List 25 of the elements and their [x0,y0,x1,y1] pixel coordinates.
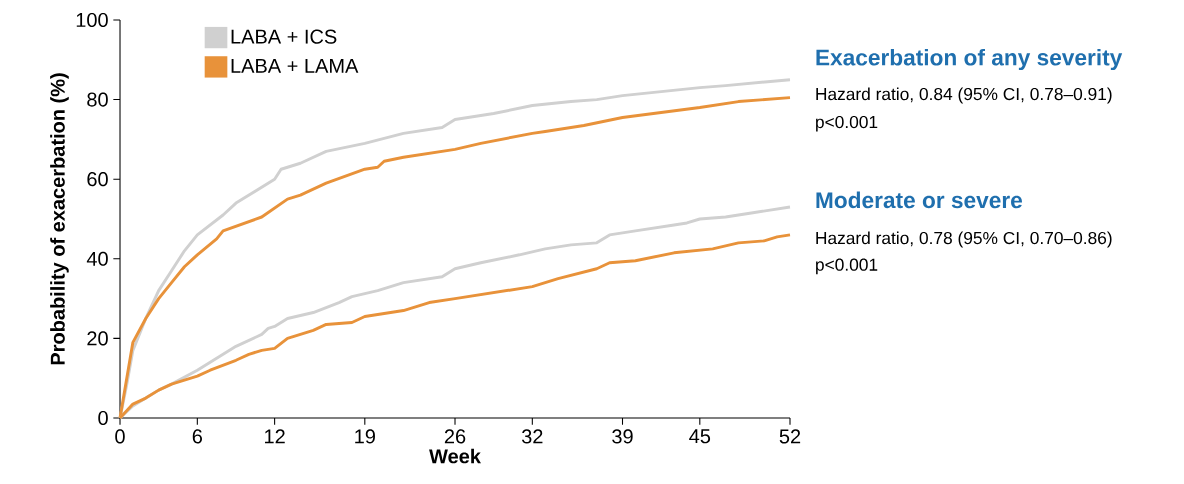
y-tick-label: 20 [87,331,108,346]
x-tick-label: 19 [355,429,375,444]
y-tick-label: 80 [87,92,108,107]
y-tick-label: 0 [98,410,108,426]
x-axis-title: Week [429,448,481,464]
y-tick-label: 40 [86,251,108,266]
legend-label: LABA + LAMA [231,59,359,73]
legend-label: LABA + ICS [231,29,337,44]
text: Hazard ratio, 0.78 (95% CI, 0.70–0.86) [816,231,1112,248]
text: p<0.001 [816,115,878,132]
text: Exacerbation of any severity [816,48,1123,71]
x-tick-label: 39 [612,429,633,444]
x-tick-label: 0 [115,429,125,444]
text: Moderate or severe [816,191,1022,209]
text: Hazard ratio, 0.84 (95% CI, 0.78–0.91) [816,87,1112,104]
y-tick-label: 100 [76,12,108,28]
x-tick-label: 12 [265,429,285,444]
y-tick-label: 60 [87,172,108,187]
x-tick-label: 6 [192,429,202,444]
x-tick-label: 45 [689,429,711,444]
text: p<0.001 [816,258,878,275]
x-tick-label: 32 [521,429,543,444]
x-tick-label: 52 [779,429,801,444]
y-axis-title: Probability of exacerbation (%) [50,73,69,365]
x-tick-label: 26 [444,429,466,444]
